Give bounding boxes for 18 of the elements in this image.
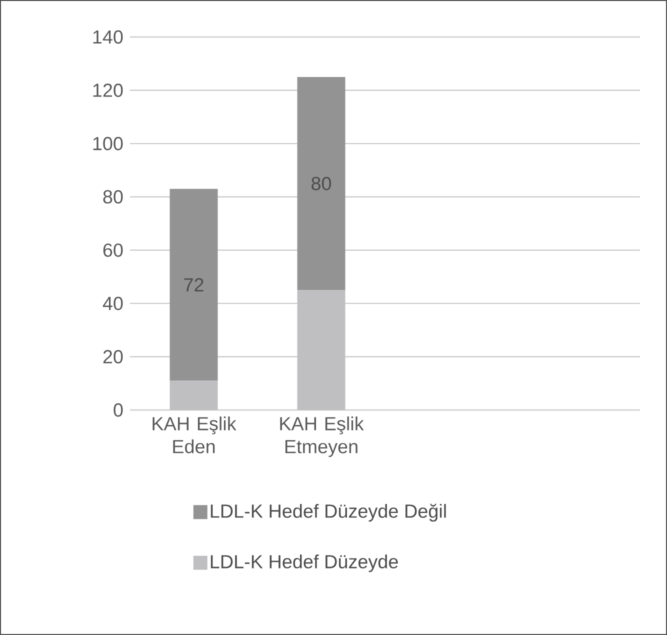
bar (170, 380, 218, 410)
bar (297, 290, 346, 410)
y-tick-label: 60 (103, 243, 123, 257)
y-tick-label: 100 (93, 136, 123, 150)
y-tick-label: 140 (93, 30, 123, 44)
y-tick-label: 120 (93, 84, 123, 97)
bar (170, 188, 218, 381)
data-label: 72 (184, 278, 204, 292)
y-tick-label: 40 (102, 296, 123, 310)
legend-label: LDL-K Hedef Düzeyde (210, 554, 398, 572)
x-tick-label: KAH Eşlik Etmeyen (280, 416, 364, 458)
y-tick-label: 0 (114, 403, 123, 417)
data-label: 80 (312, 176, 332, 190)
legend-label: LDL-K Hedef Düzeyde Değil (210, 504, 446, 522)
x-tick-label: KAH Eşlik Eden (152, 416, 236, 454)
y-tick-label: 20 (103, 350, 123, 364)
bar (297, 76, 346, 290)
y-tick-label: 80 (103, 190, 123, 204)
